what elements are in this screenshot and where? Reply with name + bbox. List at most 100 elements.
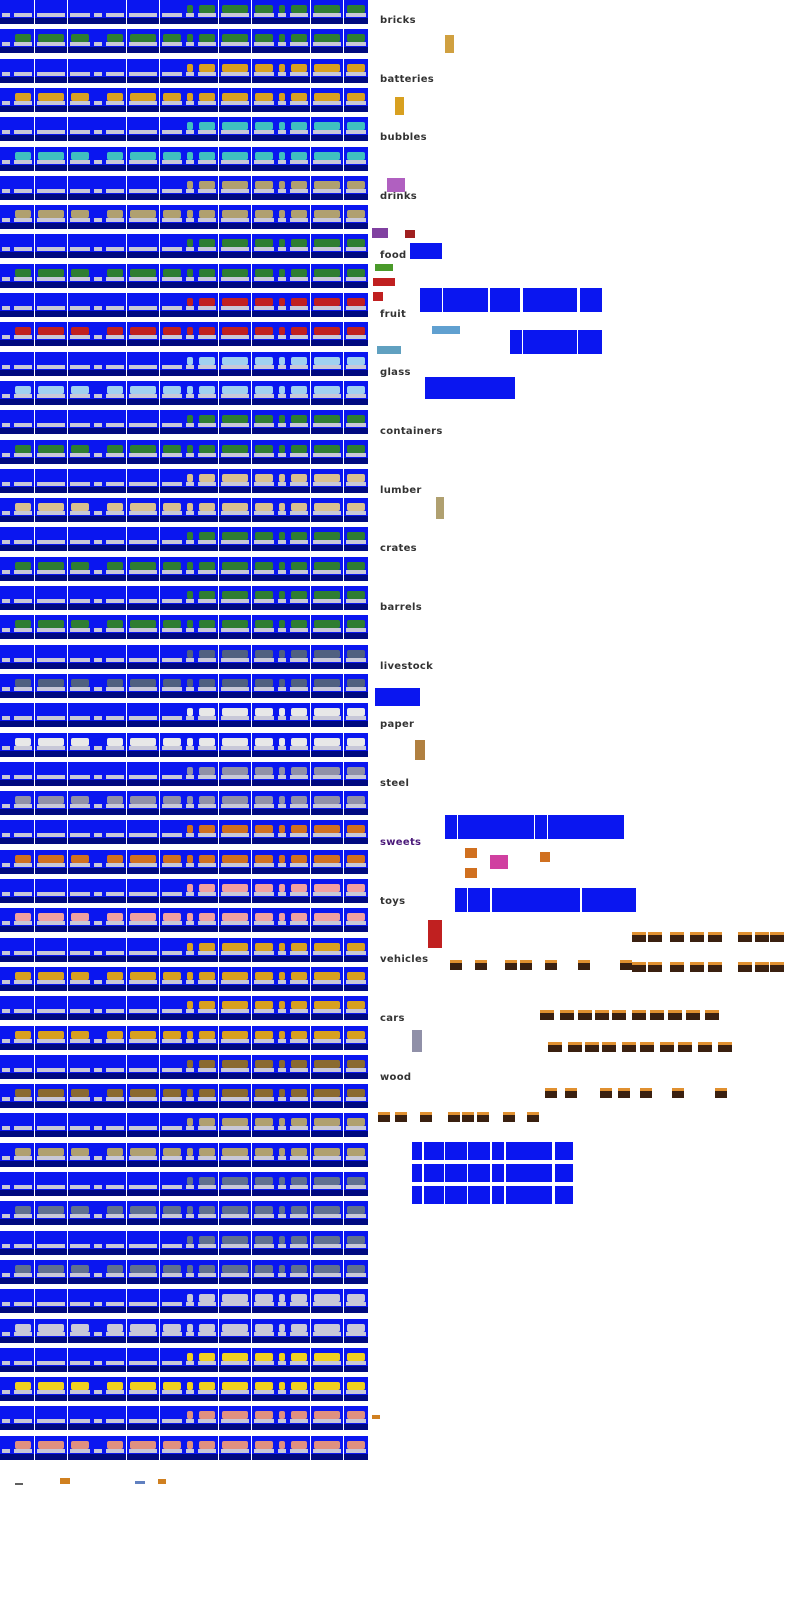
tile-shadow: [104, 809, 126, 815]
cargo-load: [347, 972, 365, 980]
blue-tile-sprite: [375, 688, 420, 706]
cargo-load: [187, 181, 193, 189]
tile-shadow: [184, 809, 196, 815]
wagon-platform: [290, 482, 308, 486]
cargo-load: [314, 5, 340, 13]
cargo-load: [314, 796, 340, 804]
tile-shadow: [0, 1161, 12, 1167]
cargo-load: [187, 1353, 193, 1361]
wagon-platform: [37, 921, 65, 925]
cargo-load: [38, 679, 64, 687]
sheet-tile: [276, 967, 288, 991]
wagon-platform: [290, 1332, 308, 1336]
cargo-load: [222, 884, 248, 892]
cargo-load: [107, 445, 123, 453]
sheet-tile: [184, 1113, 196, 1137]
cargo-load: [291, 93, 307, 101]
tile-shadow: [184, 1044, 196, 1050]
wagon-platform: [198, 980, 216, 984]
tile-shadow: [127, 1073, 159, 1079]
cargo-load: [15, 1089, 31, 1097]
tile-shadow: [344, 1219, 368, 1225]
cargo-load: [199, 1060, 215, 1068]
sheet-tile: [252, 645, 276, 669]
wagon-platform: [186, 599, 194, 603]
wagon-platform: [2, 892, 10, 896]
wagon-platform: [129, 1185, 157, 1189]
cargo-load: [291, 1001, 307, 1009]
wagon-platform: [14, 335, 32, 339]
wagon-platform: [254, 394, 274, 398]
sheet-tile: [219, 527, 251, 551]
sheet-tile: [127, 938, 159, 962]
tile-shadow: [184, 77, 196, 83]
sheet-tile: [127, 1201, 159, 1225]
wagon-platform: [37, 775, 65, 779]
sheet-tile: [12, 850, 34, 874]
sheet-tile: [104, 1231, 126, 1255]
tile-shadow: [68, 1454, 92, 1460]
tile-shadow: [219, 926, 251, 932]
cargo-load: [222, 796, 248, 804]
wagon-platform: [313, 716, 341, 720]
cargo-load: [163, 1265, 181, 1273]
sheet-tile: [184, 1026, 196, 1050]
cargo-load: [314, 415, 340, 423]
sheet-tile: [344, 586, 368, 610]
wagon-platform: [221, 658, 249, 662]
wagon-platform: [313, 247, 341, 251]
sheet-tile: [344, 820, 368, 844]
wagon-platform: [290, 980, 308, 984]
blue-tile-sprite: [492, 888, 524, 912]
wagon-platform: [313, 13, 341, 17]
tile-shadow: [288, 1366, 310, 1372]
tile-shadow: [311, 47, 343, 53]
tile-shadow: [184, 1395, 196, 1401]
cargo-load: [279, 679, 285, 687]
sheet-tile: [0, 1348, 12, 1372]
wagon-platform: [129, 1156, 157, 1160]
cargo-load: [163, 1031, 181, 1039]
tile-shadow: [127, 311, 159, 317]
loose-sprite: [375, 264, 393, 271]
sheet-tile: [92, 322, 104, 346]
wagon-platform: [290, 189, 308, 193]
cargo-load: [314, 738, 340, 746]
tile-shadow: [344, 165, 368, 171]
wagon-platform: [278, 833, 286, 837]
cargo-load: [255, 738, 273, 746]
sheet-tile: [0, 117, 12, 141]
cargo-load: [291, 1382, 307, 1390]
wagon-platform: [129, 1361, 157, 1365]
tile-shadow: [276, 487, 288, 493]
wagon-platform: [162, 306, 182, 310]
sheet-tile: [344, 938, 368, 962]
wagon-platform: [70, 687, 90, 691]
sheet-tile: [127, 1143, 159, 1167]
cargo-load: [291, 357, 307, 365]
cargo-load: [71, 1089, 89, 1097]
tile-shadow: [344, 487, 368, 493]
cargo-load: [199, 913, 215, 921]
wagon-top: [503, 1112, 515, 1115]
tile-shadow: [276, 780, 288, 786]
sheet-tile: [92, 381, 104, 405]
cargo-load: [314, 386, 340, 394]
cargo-load: [38, 503, 64, 511]
cargo-load: [255, 5, 273, 13]
wagon-platform: [14, 306, 32, 310]
tile-shadow: [344, 1014, 368, 1020]
sheet-tile: [276, 469, 288, 493]
sheet-tile: [311, 1084, 343, 1108]
wagon-platform: [70, 1156, 90, 1160]
cargo-load: [38, 152, 64, 160]
tile-shadow: [104, 1073, 126, 1079]
sheet-tile: [35, 703, 67, 727]
wagon-platform: [346, 130, 366, 134]
blue-tile-sprite: [412, 1186, 422, 1204]
tile-shadow: [35, 985, 67, 991]
cargo-load: [255, 503, 273, 511]
cargo-load: [38, 210, 64, 218]
sheet-tile: [252, 1406, 276, 1430]
cargo-load: [291, 738, 307, 746]
